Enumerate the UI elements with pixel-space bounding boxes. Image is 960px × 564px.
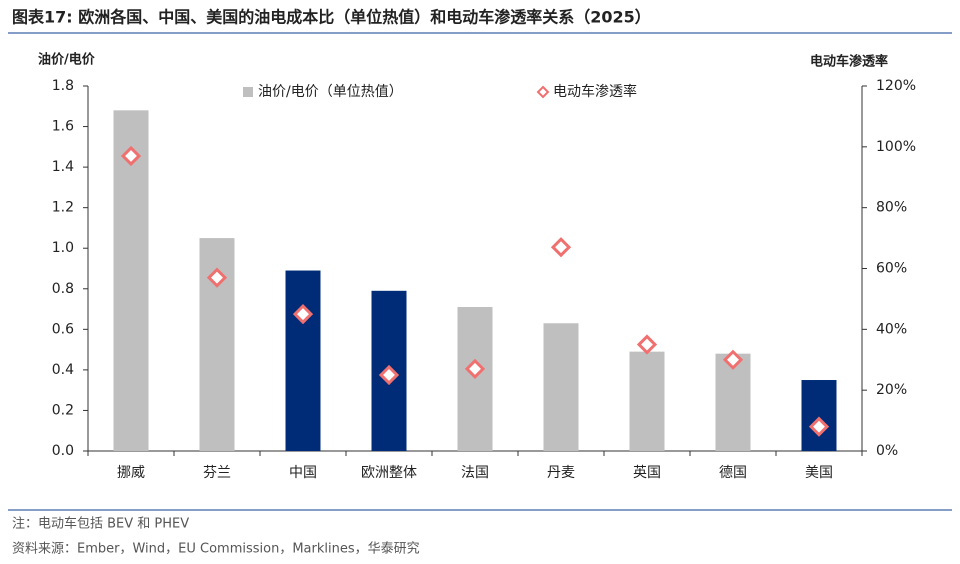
marker (206, 267, 228, 288)
marker (464, 358, 486, 379)
x-tick-label: 美国 (805, 465, 833, 481)
y2-tick-label: 120% (876, 78, 916, 94)
x-tick-label: 英国 (633, 464, 661, 481)
bar (801, 380, 837, 451)
legend-swatch (243, 87, 253, 97)
y-axis-label: 油价/电价 (38, 52, 96, 68)
y-tick-label: 0.4 (52, 362, 74, 378)
chart-title: 图表17: 欧洲各国、中国、美国的油电成本比（单位热值）和电动车渗透率关系（20… (12, 8, 651, 27)
y-tick-label: 0.8 (52, 281, 74, 297)
x-tick-label: 丹麦 (547, 465, 575, 481)
footnote: 注：电动车包括 BEV 和 PHEV (12, 516, 189, 532)
x-tick-label: 法国 (461, 465, 489, 481)
y2-tick-label: 100% (876, 139, 916, 155)
x-tick-label: 德国 (719, 465, 747, 481)
x-tick-label: 欧洲整体 (361, 465, 417, 481)
bar (715, 353, 751, 451)
y-tick-label: 1.4 (52, 159, 74, 175)
y2-tick-label: 0% (876, 443, 898, 459)
x-tick-label: 中国 (289, 465, 317, 481)
x-tick-label: 挪威 (117, 465, 145, 481)
legend-swatch (536, 85, 550, 99)
y2-tick-label: 20% (876, 382, 907, 398)
y-tick-label: 0.2 (52, 402, 74, 418)
bar (629, 351, 665, 451)
y2-tick-label: 40% (876, 321, 907, 337)
bar (457, 307, 493, 451)
legend-label: 油价/电价（单位热值） (258, 84, 403, 100)
marker (722, 349, 744, 370)
marker (550, 237, 572, 258)
marker (636, 334, 658, 355)
y2-tick-label: 80% (876, 200, 907, 216)
y-tick-label: 1.0 (52, 240, 74, 256)
legend-label: 电动车渗透率 (553, 83, 637, 100)
source: 资料来源：Ember，Wind，EU Commission，Marklines，… (12, 542, 420, 557)
y-tick-label: 0.6 (52, 321, 74, 337)
bar (285, 270, 321, 451)
marker (120, 145, 142, 167)
y2-tick-label: 60% (876, 261, 907, 277)
y-tick-label: 1.2 (52, 200, 74, 216)
bar (543, 323, 579, 451)
y-tick-label: 0.0 (52, 443, 74, 459)
y-tick-label: 1.8 (52, 78, 74, 94)
marker (292, 304, 314, 325)
bar (113, 110, 149, 451)
y2-axis-label: 电动车渗透率 (810, 54, 888, 70)
marker (808, 416, 830, 437)
marker (378, 364, 400, 386)
y-tick-label: 1.6 (52, 119, 74, 135)
x-tick-label: 芬兰 (203, 465, 231, 481)
